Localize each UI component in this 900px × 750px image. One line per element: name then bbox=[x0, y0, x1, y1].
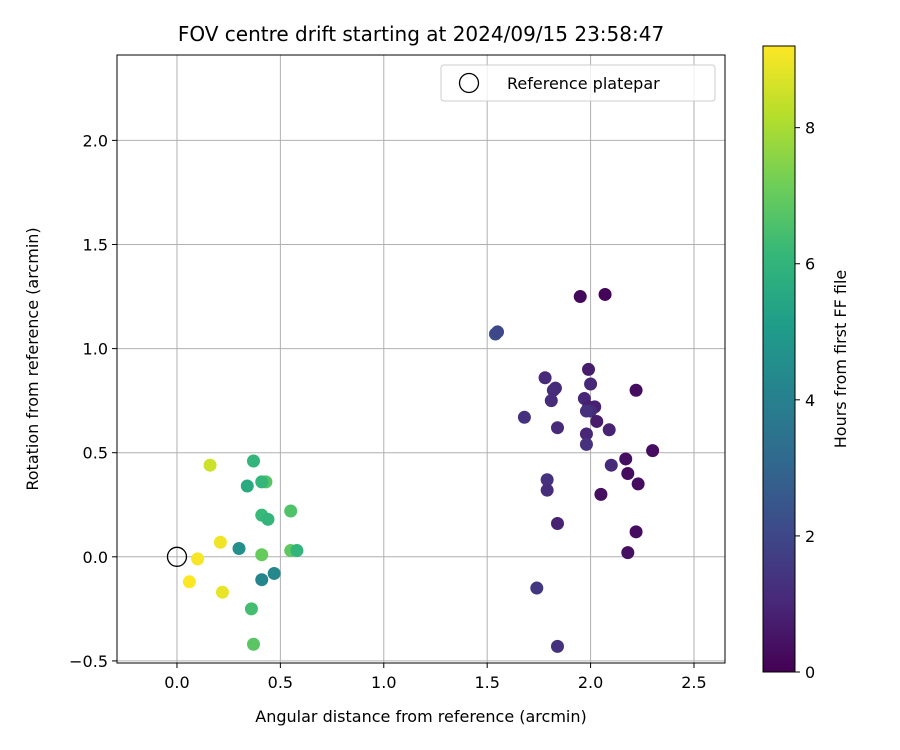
x-tick-label: 2.0 bbox=[578, 673, 603, 692]
y-axis-label: Rotation from reference (arcmin) bbox=[23, 227, 42, 490]
y-tick-label: 0.0 bbox=[83, 548, 108, 567]
scatter-point bbox=[182, 575, 196, 589]
scatter-point bbox=[590, 414, 604, 428]
scatter-point bbox=[284, 504, 298, 518]
scatter-point bbox=[255, 573, 269, 587]
scatter-point bbox=[579, 437, 593, 451]
reference-marker-layer bbox=[166, 546, 188, 567]
scatter-point bbox=[550, 639, 564, 653]
scatter-point bbox=[594, 487, 608, 501]
colorbar-gradient bbox=[762, 45, 796, 673]
scatter-point bbox=[579, 404, 593, 418]
colorbar-ticks: 0 2 4 6 8 bbox=[795, 119, 815, 682]
x-tick-label: 1.5 bbox=[474, 673, 499, 692]
scatter-point bbox=[631, 477, 645, 491]
colorbar: 0 2 4 6 8 Hours from first FF file bbox=[762, 45, 850, 682]
scatter-point bbox=[538, 371, 552, 385]
y-tick-label: 0.5 bbox=[83, 444, 108, 463]
reference-platepar-marker bbox=[166, 546, 188, 567]
scatter-point bbox=[246, 454, 260, 468]
scatter-point bbox=[544, 394, 558, 408]
y-axis: −0.5 0.0 0.5 1.0 1.5 2.0 bbox=[69, 131, 117, 671]
x-axis: 0.0 0.5 1.0 1.5 2.0 2.5 bbox=[164, 663, 707, 692]
legend: Reference platepar bbox=[440, 64, 716, 102]
scatter-point bbox=[598, 287, 612, 301]
scatter-point bbox=[546, 383, 560, 397]
scatter-point bbox=[244, 602, 258, 616]
scatter-point bbox=[246, 637, 260, 651]
scatter-point bbox=[255, 548, 269, 562]
scatter-point bbox=[579, 427, 593, 441]
scatter-point bbox=[191, 552, 205, 566]
colorbar-tick-label: 2 bbox=[805, 527, 815, 546]
colorbar-tick-label: 8 bbox=[805, 119, 815, 138]
x-tick-label: 0.0 bbox=[164, 673, 189, 692]
x-tick-label: 2.5 bbox=[681, 673, 706, 692]
data-points bbox=[182, 287, 660, 653]
scatter-point bbox=[646, 444, 660, 458]
scatter-point bbox=[629, 525, 643, 539]
scatter-point bbox=[290, 544, 304, 558]
x-tick-label: 1.0 bbox=[371, 673, 396, 692]
scatter-point bbox=[540, 473, 554, 487]
scatter-point bbox=[621, 546, 635, 560]
scatter-point bbox=[584, 377, 598, 391]
scatter-point bbox=[261, 512, 275, 526]
scatter-point bbox=[215, 585, 229, 599]
scatter-point bbox=[573, 290, 587, 304]
scatter-point bbox=[621, 467, 635, 481]
legend-box bbox=[440, 64, 716, 102]
colorbar-tick-label: 4 bbox=[805, 391, 815, 410]
scatter-point bbox=[232, 541, 246, 555]
scatter-point bbox=[602, 423, 616, 437]
plot-frame bbox=[116, 54, 726, 664]
legend-reference-marker bbox=[458, 72, 480, 94]
colorbar-tick-label: 6 bbox=[805, 255, 815, 274]
scatter-point bbox=[240, 479, 254, 493]
scatter-point bbox=[255, 475, 269, 489]
x-tick-label: 0.5 bbox=[268, 673, 293, 692]
scatter-point bbox=[491, 325, 505, 339]
chart-title: FOV centre drift starting at 2024/09/15 … bbox=[178, 22, 664, 46]
scatter-point bbox=[530, 581, 544, 595]
plot-background bbox=[117, 55, 725, 663]
y-tick-label: −0.5 bbox=[69, 652, 108, 671]
scatter-point bbox=[203, 458, 217, 472]
scatter-point bbox=[550, 421, 564, 435]
scatter-point bbox=[604, 458, 618, 472]
scatter-point bbox=[213, 535, 227, 549]
scatter-point bbox=[517, 410, 531, 424]
scatter-point bbox=[550, 516, 564, 530]
scatter-point bbox=[619, 452, 633, 466]
x-axis-label: Angular distance from reference (arcmin) bbox=[255, 707, 586, 726]
scatter-point bbox=[267, 566, 281, 580]
y-tick-label: 1.0 bbox=[83, 340, 108, 359]
scatter-point bbox=[582, 362, 596, 376]
scatter-point bbox=[540, 483, 554, 497]
y-tick-label: 1.5 bbox=[83, 235, 108, 254]
scatter-point bbox=[629, 383, 643, 397]
y-tick-label: 2.0 bbox=[83, 131, 108, 150]
legend-label-reference: Reference platepar bbox=[507, 74, 660, 93]
grid bbox=[117, 55, 725, 663]
colorbar-tick-label: 0 bbox=[805, 663, 815, 682]
colorbar-label: Hours from first FF file bbox=[831, 270, 850, 449]
